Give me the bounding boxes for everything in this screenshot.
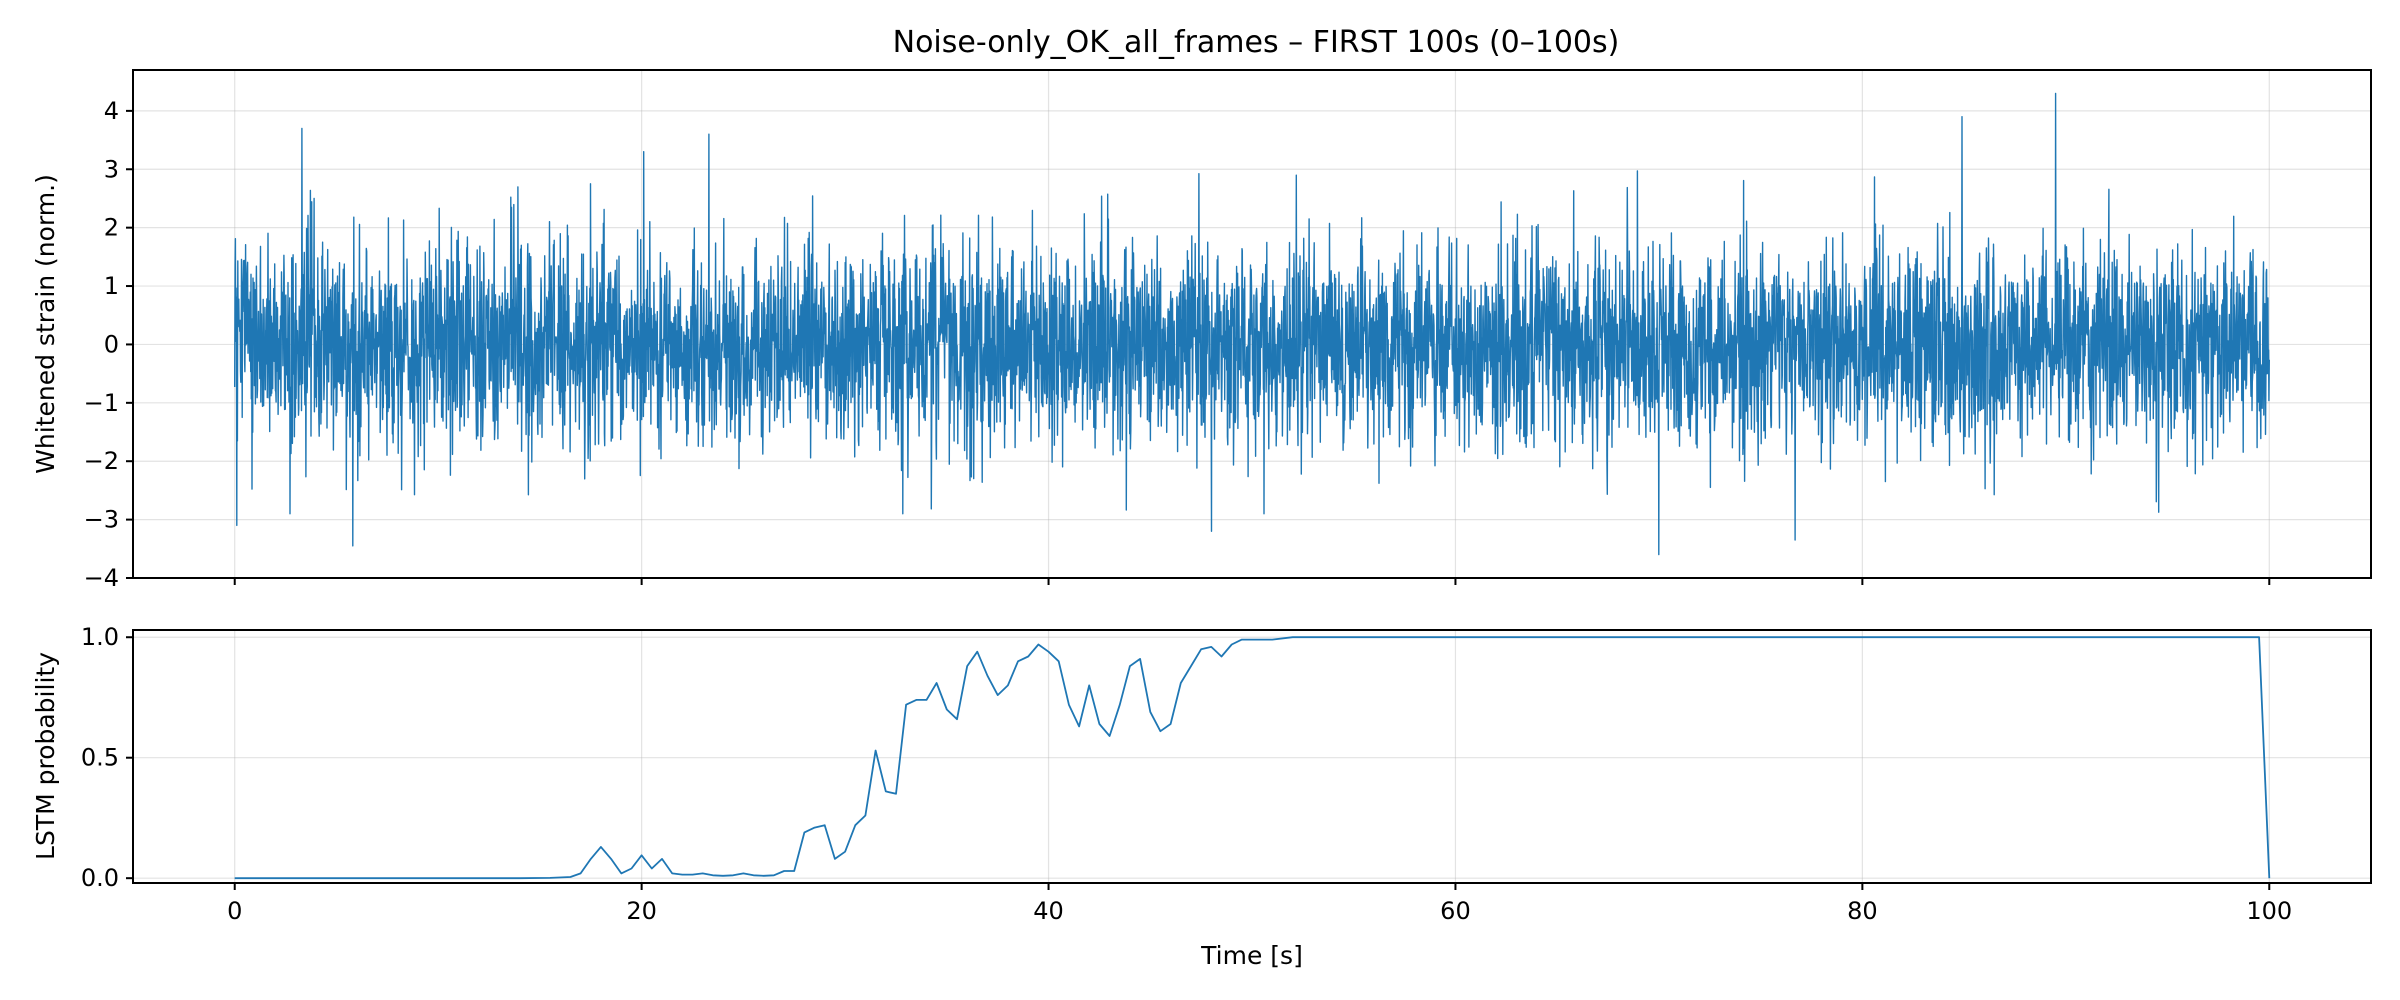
strain-y-tick-label: 0 [104, 330, 119, 358]
strain-y-tick-label: −3 [84, 506, 119, 534]
strain-series [234, 92, 2270, 556]
probability-y-ticks: 0.0 0.5 1.0 [81, 623, 133, 892]
strain-y-tick-label: −4 [84, 564, 119, 592]
probability-x-tick-label: 80 [1847, 897, 1878, 925]
probability-axes-frame [132, 629, 2372, 884]
probability-x-tick-label: 100 [2246, 897, 2292, 925]
strain-line [234, 92, 2270, 556]
chart-title: Noise-only_OK_all_frames – FIRST 100s (0… [893, 25, 1620, 60]
probability-x-tick-label: 20 [626, 897, 657, 925]
probability-panel: 0 20 40 60 80 100 0.00.51.0 LSTM probability … [31, 623, 2372, 970]
probability-x-tick-label: 40 [1033, 897, 1064, 925]
strain-y-tick-label: −1 [84, 389, 119, 417]
probability-y-tick-label: 1.0 [81, 623, 119, 651]
strain-y-axis-label: Whitened strain (norm.) [31, 174, 60, 474]
probability-x-ticks: 0 20 40 60 80 100 [227, 883, 2292, 925]
probability-y-tick-label: 0.0 [81, 864, 119, 892]
strain-y-ticks: −4 −3 −2 −1 0 1 2 3 4 [84, 97, 133, 592]
x-axis-label: Time [s] [1200, 941, 1303, 970]
probability-y-tick-label: 0.5 [81, 744, 119, 772]
strain-x-ticks [233, 578, 2271, 585]
strain-y-tick-label: 4 [104, 97, 119, 125]
strain-y-tick-label: 3 [104, 155, 119, 183]
probability-x-tick-label: 0 [227, 897, 242, 925]
strain-axes-frame [132, 69, 2372, 579]
strain-y-tick-label: −2 [84, 447, 119, 475]
probability-x-tick-label: 60 [1440, 897, 1471, 925]
probability-line [234, 636, 2271, 880]
probability-y-axis-label: LSTM probability [31, 652, 60, 860]
strain-panel: −4 −3 −2 −1 0 1 2 3 4 Whitened strain (norm.) [31, 69, 2372, 592]
probability-series [234, 636, 2271, 880]
strain-y-tick-label: 1 [104, 272, 119, 300]
strain-y-tick-label: 2 [104, 214, 119, 242]
